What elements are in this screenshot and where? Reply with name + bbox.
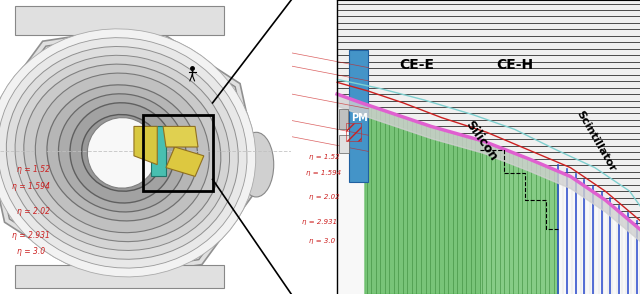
Polygon shape xyxy=(365,104,480,294)
Ellipse shape xyxy=(93,123,152,182)
Text: η = 1.52: η = 1.52 xyxy=(309,154,340,160)
Ellipse shape xyxy=(102,132,143,173)
Polygon shape xyxy=(20,62,225,243)
Polygon shape xyxy=(337,0,640,229)
Ellipse shape xyxy=(58,94,186,212)
Ellipse shape xyxy=(6,46,238,259)
Polygon shape xyxy=(13,55,232,251)
Ellipse shape xyxy=(82,115,163,191)
Text: Scintillator: Scintillator xyxy=(575,109,618,173)
Polygon shape xyxy=(166,147,204,176)
Bar xyxy=(339,109,348,129)
Ellipse shape xyxy=(239,132,274,197)
Ellipse shape xyxy=(0,38,247,268)
Ellipse shape xyxy=(87,118,157,188)
Ellipse shape xyxy=(47,85,198,221)
Text: η = 2.02: η = 2.02 xyxy=(309,194,340,200)
Polygon shape xyxy=(0,42,244,264)
Ellipse shape xyxy=(0,38,247,268)
Polygon shape xyxy=(27,69,218,236)
Ellipse shape xyxy=(70,103,175,203)
Ellipse shape xyxy=(24,64,221,242)
Bar xyxy=(15,265,224,288)
Ellipse shape xyxy=(35,73,209,233)
Ellipse shape xyxy=(47,85,198,221)
Text: η = 1.594: η = 1.594 xyxy=(306,171,341,176)
Polygon shape xyxy=(6,48,239,258)
Ellipse shape xyxy=(0,29,256,277)
Ellipse shape xyxy=(35,73,209,233)
Text: η = 1.52: η = 1.52 xyxy=(17,165,51,173)
Bar xyxy=(337,0,640,294)
Ellipse shape xyxy=(70,103,175,203)
Ellipse shape xyxy=(82,115,163,191)
Polygon shape xyxy=(163,126,198,147)
Bar xyxy=(143,115,212,191)
Bar xyxy=(349,50,369,182)
Ellipse shape xyxy=(102,132,143,173)
Ellipse shape xyxy=(93,123,152,182)
Polygon shape xyxy=(480,140,558,294)
Ellipse shape xyxy=(15,55,230,250)
Text: η = 2.931: η = 2.931 xyxy=(12,231,49,240)
Text: Silicon: Silicon xyxy=(463,118,500,164)
Text: CE-E: CE-E xyxy=(399,58,435,72)
Ellipse shape xyxy=(58,94,186,212)
Polygon shape xyxy=(0,25,262,281)
Ellipse shape xyxy=(111,141,134,165)
Polygon shape xyxy=(152,126,166,176)
Text: η = 3.0: η = 3.0 xyxy=(309,238,335,244)
Text: η = 2.02: η = 2.02 xyxy=(17,207,51,216)
Ellipse shape xyxy=(0,29,256,277)
Bar xyxy=(339,135,349,153)
Polygon shape xyxy=(0,36,250,269)
Text: PM: PM xyxy=(351,113,367,123)
Ellipse shape xyxy=(6,46,238,259)
Bar xyxy=(15,6,224,35)
Ellipse shape xyxy=(15,55,230,250)
Text: CE-H: CE-H xyxy=(496,58,533,72)
Text: η = 2.931: η = 2.931 xyxy=(302,219,337,225)
Ellipse shape xyxy=(24,64,221,242)
Polygon shape xyxy=(0,31,256,275)
Ellipse shape xyxy=(111,141,134,165)
Polygon shape xyxy=(134,126,157,165)
Text: η = 3.0: η = 3.0 xyxy=(17,247,45,256)
Polygon shape xyxy=(337,0,640,294)
Text: η = 1.594: η = 1.594 xyxy=(12,182,49,191)
